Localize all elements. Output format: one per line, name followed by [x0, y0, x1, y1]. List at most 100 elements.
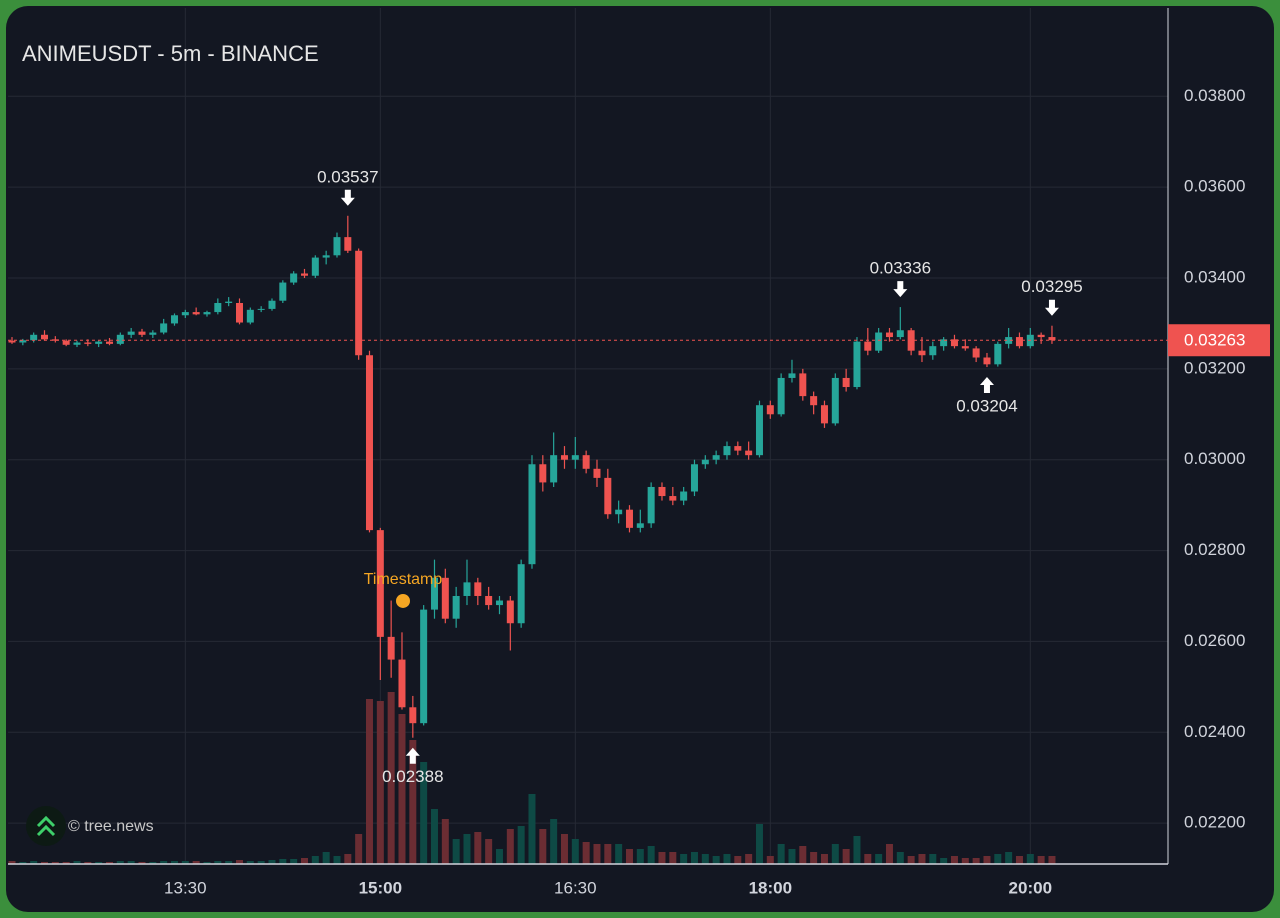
candle-body — [225, 301, 233, 303]
volume-bar — [430, 809, 438, 864]
volume-bar — [864, 854, 872, 864]
volume-bar — [929, 854, 937, 864]
volume-bar — [550, 819, 558, 864]
candle-body — [105, 341, 113, 344]
volume-bar — [701, 854, 709, 864]
candle-body — [853, 341, 861, 388]
volume-bar — [30, 861, 38, 864]
candle-body — [625, 509, 633, 528]
candle-body — [907, 330, 915, 351]
volume-layer — [8, 692, 1056, 864]
candle-body — [116, 334, 124, 344]
volume-bar — [615, 844, 623, 864]
volume-bar — [1037, 856, 1045, 864]
low-arrow — [979, 377, 994, 394]
candle-body — [127, 331, 135, 335]
volume-bar — [474, 832, 482, 864]
volume-bar — [333, 856, 341, 864]
candle-body — [279, 282, 287, 301]
high-arrow — [1044, 299, 1059, 316]
logo-chevrons — [36, 815, 56, 837]
x-tick-label: 16:30 — [554, 878, 597, 897]
volume-bar — [355, 834, 363, 864]
candle-body — [517, 564, 525, 624]
volume-bar — [409, 740, 417, 864]
volume-bar — [170, 861, 178, 864]
volume-bar — [517, 826, 525, 864]
volume-bar — [192, 861, 200, 864]
candle-body — [712, 455, 720, 460]
candle-body — [539, 464, 547, 483]
volume-bar — [983, 856, 991, 864]
candle-body — [398, 659, 406, 708]
volume-bar — [712, 856, 720, 864]
candle-body — [972, 348, 980, 358]
volume-bar — [1048, 856, 1056, 864]
volume-bar — [950, 856, 958, 864]
candle-body — [8, 340, 16, 343]
candle-body — [701, 459, 709, 465]
candle-body — [647, 486, 655, 524]
candle-body — [485, 595, 493, 606]
candle-body — [690, 464, 698, 492]
candle-body — [73, 342, 81, 345]
volume-bar — [40, 862, 48, 864]
candle-body — [745, 450, 753, 456]
candle-body — [831, 377, 839, 424]
candle-body — [766, 405, 774, 415]
volume-bar — [810, 852, 818, 864]
volume-bar — [398, 714, 406, 864]
volume-bar — [853, 836, 861, 864]
volume-bar — [279, 859, 287, 864]
candle-body — [452, 595, 460, 619]
x-tick-label: 15:00 — [359, 878, 402, 897]
candle-body — [181, 312, 189, 316]
x-tick-label: 20:00 — [1009, 878, 1052, 897]
volume-bar — [84, 862, 92, 864]
watermark: © tree.news — [68, 818, 154, 835]
candle-body — [420, 609, 428, 724]
candle-body — [658, 486, 666, 497]
volume-bar — [19, 862, 27, 864]
candle-body — [214, 302, 222, 313]
volume-bar — [745, 854, 753, 864]
last-price-label: 0.03263 — [1184, 331, 1245, 350]
volume-bar — [95, 862, 103, 864]
candle-body — [170, 315, 178, 324]
candle-body — [149, 332, 157, 335]
candle-body — [409, 707, 417, 724]
panel — [6, 6, 1274, 912]
low-label: 0.02388 — [382, 767, 443, 786]
volume-bar — [62, 862, 70, 864]
volume-bar — [647, 846, 655, 864]
volume-bar — [322, 852, 330, 864]
volume-bar — [420, 762, 428, 864]
candle-body — [788, 373, 796, 378]
candle-body — [560, 455, 568, 460]
volume-bar — [680, 854, 688, 864]
volume-bar — [300, 858, 308, 864]
candle-body — [615, 509, 623, 515]
volume-bar — [658, 852, 666, 864]
candle-body — [474, 582, 482, 596]
high-arrow — [893, 281, 908, 298]
candle-body — [528, 464, 536, 565]
candle-body — [506, 600, 514, 624]
volume-bar — [344, 854, 352, 864]
candle-body — [994, 343, 1002, 365]
volume-bar — [788, 849, 796, 864]
y-tick-label: 0.03400 — [1184, 267, 1245, 286]
candle-body — [333, 237, 341, 256]
volume-bar — [138, 862, 146, 864]
candle-body — [138, 331, 146, 335]
y-tick-label: 0.02400 — [1184, 722, 1245, 741]
candle-body — [387, 636, 395, 660]
volume-bar — [311, 856, 319, 864]
volume-bar — [972, 858, 980, 864]
candle-body — [842, 377, 850, 388]
y-tick-label: 0.03800 — [1184, 86, 1245, 105]
volume-bar — [875, 854, 883, 864]
volume-bar — [907, 856, 915, 864]
